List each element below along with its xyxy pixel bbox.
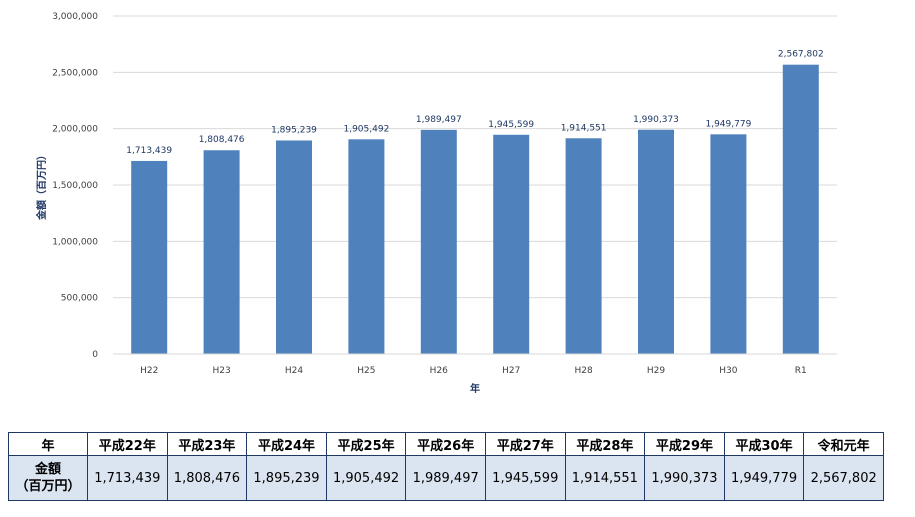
table-header-cell: 平成27年: [484, 432, 566, 456]
table-cell: 1,895,239: [246, 455, 327, 501]
data-table: 年 平成22年 平成23年 平成24年 平成25年 平成26年 平成27年 平成…: [8, 432, 884, 501]
bar: [131, 160, 168, 354]
row-label-amount: 金額: [34, 462, 61, 477]
table-header-cell: 平成26年: [405, 432, 486, 456]
y-axis-title: 金額（百万円）: [35, 150, 48, 221]
table-header-cell: 平成28年: [564, 432, 646, 456]
y-axis-ticks: 0 500,000 1,000,000 1,500,000 2,000,000 2,500…: [52, 12, 98, 360]
y-tick-label: 1,000,000: [52, 237, 98, 247]
bar: [348, 139, 385, 354]
bar: [420, 129, 457, 354]
y-tick-label: 1,500,000: [52, 181, 98, 191]
table-header-year: 年: [8, 432, 88, 456]
table-header-cell: 平成25年: [325, 432, 407, 456]
x-tick-label: H27: [502, 366, 520, 376]
data-label: 1,905,492: [343, 124, 389, 134]
table-cell: 1,989,497: [405, 455, 486, 501]
table-cell: 1,945,599: [484, 455, 566, 501]
bar: [493, 134, 530, 354]
table-header-cell: 平成23年: [166, 432, 248, 456]
row-label-unit: （百万円）: [15, 479, 81, 494]
data-label: 1,990,373: [633, 115, 679, 125]
x-tick-label: H29: [647, 366, 665, 376]
x-tick-label: H24: [285, 366, 303, 376]
x-tick-label: H26: [430, 366, 448, 376]
bar: [710, 134, 747, 354]
bar: [782, 64, 819, 354]
table-header-row: 年 平成22年 平成23年 平成24年 平成25年 平成26年 平成27年 平成…: [8, 432, 884, 456]
x-axis-ticks: H22 H23 H24 H25 H26 H27 H28 H29 H30 R1: [140, 366, 807, 376]
bar: [565, 138, 602, 354]
data-label: 1,713,439: [126, 146, 172, 156]
table-row-label: 金額 （百万円）: [8, 455, 88, 501]
table-cell: 1,949,779: [723, 455, 805, 501]
table-cell: 1,990,373: [644, 455, 725, 501]
x-tick-label: H28: [574, 366, 592, 376]
y-tick-label: 3,000,000: [52, 12, 98, 22]
x-tick-label: H23: [212, 366, 230, 376]
x-axis-title: 年: [470, 382, 480, 395]
data-label: 1,808,476: [199, 135, 245, 145]
data-label: 1,914,551: [561, 123, 607, 133]
table-header-cell: 平成30年: [723, 432, 805, 456]
y-tick-label: 2,500,000: [52, 68, 98, 78]
x-tick-label: H22: [140, 366, 158, 376]
table-cell: 1,905,492: [325, 455, 407, 501]
bar: [203, 150, 240, 354]
data-label: 1,895,239: [271, 125, 317, 135]
x-tick-label: R1: [795, 366, 807, 376]
table-cell: 1,808,476: [166, 455, 248, 501]
x-tick-label: H25: [357, 366, 375, 376]
data-labels: 1,713,439 1,808,476 1,895,239 1,905,492 1,98…: [126, 50, 823, 156]
table-header-cell: 平成22年: [87, 432, 168, 456]
data-label: 1,989,497: [416, 115, 462, 125]
table-header-cell: 令和元年: [803, 432, 884, 456]
bar-chart: 0 500,000 1,000,000 1,500,000 2,000,000 2,500…: [35, 12, 837, 395]
table-cell: 1,713,439: [87, 455, 168, 501]
bar: [276, 140, 312, 354]
table-cell: 2,567,802: [803, 455, 884, 501]
y-tick-label: 500,000: [61, 294, 98, 304]
y-tick-label: 2,000,000: [52, 125, 98, 135]
bar: [638, 129, 674, 354]
table-row: 金額 （百万円） 1,713,439 1,808,476 1,895,239 1…: [8, 455, 884, 501]
y-tick-label: 0: [92, 350, 98, 360]
x-tick-label: H30: [719, 366, 737, 376]
data-label: 1,949,779: [705, 119, 751, 129]
data-label: 1,945,599: [488, 120, 534, 130]
table-header-cell: 平成29年: [644, 432, 725, 456]
data-label: 2,567,802: [778, 50, 824, 60]
table-header-cell: 平成24年: [246, 432, 327, 456]
table-cell: 1,914,551: [564, 455, 646, 501]
bars: [131, 64, 819, 354]
